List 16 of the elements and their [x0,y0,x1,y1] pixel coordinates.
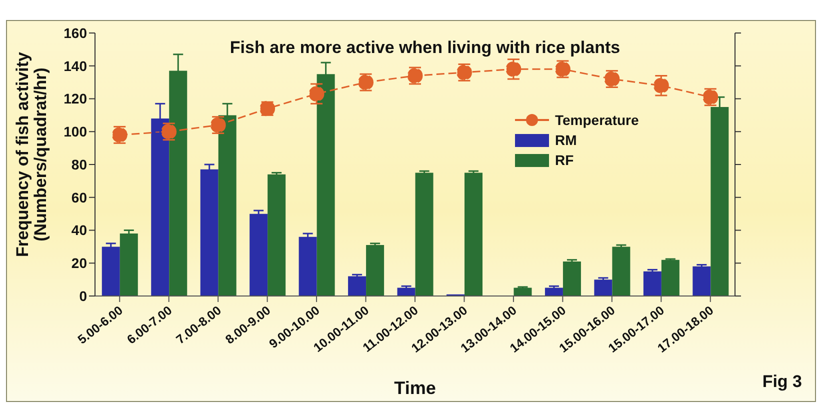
caption: Fig 3 [762,372,802,392]
y-tick-label: 40 [71,222,88,238]
y-tick-label: 80 [71,156,88,172]
legend-label: Temperature [555,112,639,128]
y-tick-label: 60 [71,189,88,206]
y-tick-label: 20 [71,255,88,272]
y-tick-label: 0 [79,288,88,304]
y-axis-title: Frequency of fish activity (Numbers/quadrat/hr) [13,51,50,257]
y-tick-label: 160 [64,24,88,41]
chart-title: Fish are more active when living with rice plants [228,38,622,58]
x-axis-title: Time [394,378,436,398]
y-tick-label: 120 [64,90,88,107]
y-tick-label: 140 [64,58,88,74]
y-tick-label: 100 [64,124,88,140]
legend-label: RF [555,152,574,168]
legend-label: RM [555,132,577,148]
